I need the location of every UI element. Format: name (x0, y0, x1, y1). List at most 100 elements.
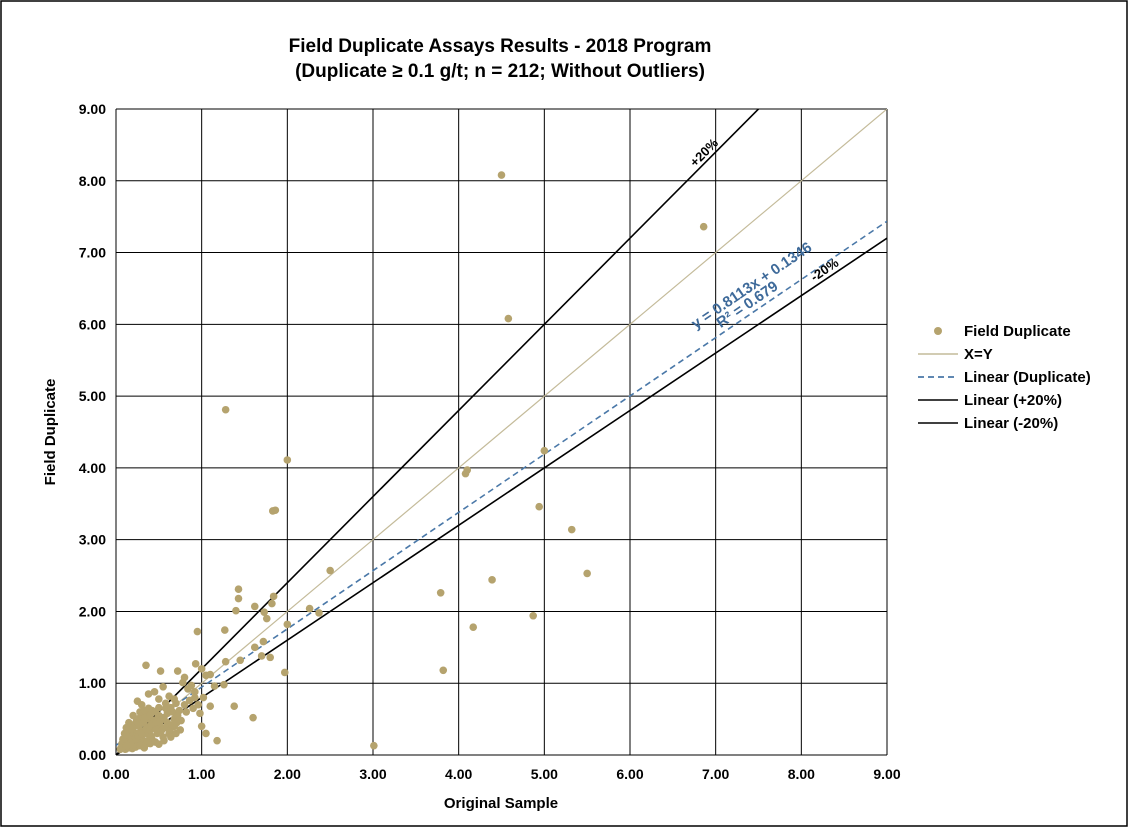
data-point (213, 736, 221, 745)
line-linear-minus20 (116, 237, 887, 755)
data-point (163, 709, 172, 718)
data-point (191, 660, 200, 668)
data-point (140, 744, 149, 752)
data-point (191, 688, 199, 696)
data-point (150, 688, 159, 696)
data-point (129, 723, 137, 732)
y-tick-label: 3.00 (79, 532, 106, 548)
data-point (170, 695, 179, 703)
data-point (194, 700, 203, 709)
y-tick-label: 8.00 (79, 173, 106, 189)
data-point (206, 702, 215, 710)
data-point (234, 594, 243, 603)
data-point (370, 741, 378, 750)
x-tick-label: 8.00 (788, 766, 815, 782)
data-point (221, 405, 230, 414)
data-point (156, 716, 165, 725)
x-axis-label: Original Sample (444, 795, 558, 812)
data-point (262, 614, 271, 623)
data-point (250, 602, 259, 611)
chart-title-line2: (Duplicate ≥ 0.1 g/t; n = 212; Without O… (295, 61, 705, 82)
data-point (260, 608, 269, 616)
series-lines (116, 109, 887, 755)
y-tick-label: 1.00 (79, 675, 106, 691)
data-point (173, 718, 181, 727)
data-point (266, 653, 275, 662)
data-point (221, 657, 230, 666)
legend: Field Duplicate X=Y Linear (Duplicate) Line… (918, 323, 1091, 432)
data-point (123, 741, 131, 750)
data-point (142, 661, 150, 670)
data-point (199, 693, 208, 702)
data-point (469, 623, 478, 632)
data-point (155, 703, 163, 712)
data-point (159, 683, 167, 691)
data-point (180, 700, 189, 709)
data-point (230, 702, 239, 710)
data-point (259, 637, 268, 646)
data-point (315, 609, 323, 617)
data-point (583, 569, 591, 578)
data-point (193, 627, 202, 636)
data-point (488, 576, 496, 584)
x-tick-label: 1.00 (188, 766, 215, 782)
data-point (206, 670, 215, 679)
data-point (134, 719, 143, 728)
tick-labels: 0.00 1.00 2.00 3.00 4.00 5.00 6.00 7.00 8.00 9.00… (79, 101, 901, 782)
data-point (436, 588, 445, 597)
data-point (220, 680, 228, 689)
x-tick-label: 6.00 (616, 766, 643, 782)
data-point (535, 502, 543, 511)
data-point (173, 667, 182, 675)
y-tick-label: 9.00 (79, 101, 106, 117)
line-linear-plus20 (116, 109, 760, 755)
data-point (529, 611, 537, 620)
x-tick-label: 2.00 (274, 766, 301, 782)
data-point (119, 735, 127, 744)
legend-label: X=Y (964, 346, 993, 363)
y-tick-label: 7.00 (79, 245, 106, 261)
grid (115, 108, 888, 756)
data-point (567, 525, 576, 534)
x-tick-label: 7.00 (702, 766, 729, 782)
line-x-equals-y (116, 109, 887, 755)
data-point (232, 606, 240, 615)
data-point (250, 643, 259, 652)
data-point (167, 703, 175, 712)
legend-label: Linear (Duplicate) (964, 369, 1091, 386)
data-point (220, 626, 229, 634)
data-point (271, 506, 280, 515)
data-point (283, 620, 292, 629)
data-point (497, 171, 506, 179)
line-linear-duplicate (116, 220, 887, 747)
data-points (116, 171, 708, 754)
legend-label: Field Duplicate (964, 323, 1071, 340)
chart-title-line1: Field Duplicate Assays Results - 2018 Pr… (289, 36, 712, 57)
data-point (156, 667, 165, 675)
y-tick-label: 2.00 (79, 603, 106, 619)
legend-label: Linear (-20%) (964, 415, 1058, 432)
data-point (196, 709, 204, 718)
data-point (326, 566, 334, 575)
legend-label: Linear (+20%) (964, 392, 1062, 409)
data-point (144, 690, 153, 698)
data-point (283, 456, 292, 464)
data-point (137, 700, 146, 709)
data-point (439, 666, 448, 675)
data-point (202, 729, 210, 738)
data-point (257, 652, 266, 660)
data-point (155, 695, 163, 703)
data-point (182, 708, 191, 716)
data-point (461, 469, 470, 478)
data-point (191, 693, 199, 702)
data-point (249, 713, 257, 722)
data-point (269, 592, 278, 601)
data-point (144, 704, 153, 713)
data-point (187, 681, 196, 690)
data-point (197, 722, 206, 731)
data-point (179, 678, 187, 687)
data-point (175, 706, 184, 715)
